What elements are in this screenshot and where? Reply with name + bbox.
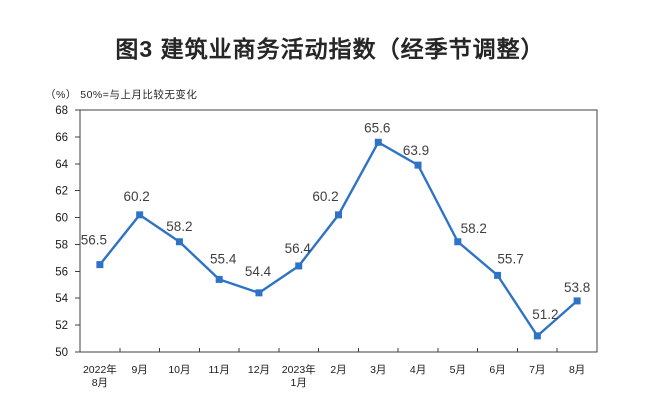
data-point-label: 65.6 — [364, 120, 390, 135]
y-axis-label: 56 — [55, 266, 68, 278]
data-point-label: 51.2 — [532, 307, 558, 322]
data-point-marker — [374, 138, 382, 146]
y-axis-label: 62 — [55, 186, 68, 198]
x-axis-label: 7月 — [529, 364, 545, 376]
data-point-marker — [215, 275, 223, 283]
data-point-label: 55.4 — [210, 251, 237, 266]
x-axis-label: 9月 — [131, 364, 147, 376]
data-point-marker — [533, 332, 541, 340]
data-point-label: 53.8 — [564, 280, 590, 295]
y-axis-label: 64 — [55, 159, 68, 171]
data-point-label: 60.2 — [312, 189, 338, 204]
axis-unit-note: （%） 50%=与上月比较无变化 — [45, 89, 198, 101]
data-point-label: 60.2 — [124, 189, 150, 204]
x-axis-label: 11月 — [208, 364, 229, 376]
data-point-label: 56.4 — [285, 241, 312, 256]
x-axis-label: 10月 — [168, 364, 190, 376]
data-point-marker — [573, 297, 581, 305]
data-point-marker — [295, 262, 303, 270]
data-line — [98, 141, 579, 338]
x-axis-label: 2月 — [330, 364, 346, 376]
y-axis-label: 50 — [55, 347, 68, 359]
plot-frame — [79, 109, 598, 353]
y-axis-label: 54 — [55, 293, 68, 305]
x-axis-label: 2022年 — [83, 363, 117, 376]
data-point-marker — [175, 238, 183, 246]
x-axis-label: 6月 — [489, 364, 505, 376]
x-axis-label: 4月 — [410, 364, 426, 376]
data-point-label: 58.2 — [461, 221, 487, 236]
data-point-label: 63.9 — [403, 143, 429, 158]
data-point-marker — [454, 238, 462, 246]
x-axis-label: 3月 — [370, 364, 386, 376]
x-axis-label: 2023年 — [282, 363, 316, 376]
data-point-marker — [96, 261, 104, 269]
y-axis-label: 58 — [55, 239, 68, 251]
x-axis-label: 12月 — [248, 364, 270, 376]
data-point-marker — [414, 161, 422, 169]
y-axis-label: 60 — [55, 213, 68, 225]
data-point-marker — [335, 211, 342, 219]
y-axis-label: 52 — [55, 320, 68, 332]
x-axis-label: 5月 — [450, 364, 466, 376]
y-axis-label: 66 — [55, 132, 68, 144]
data-point-label: 55.7 — [497, 251, 523, 266]
data-point-marker — [255, 289, 263, 297]
y-axis-label: 68 — [55, 105, 68, 117]
data-point-label: 54.4 — [245, 264, 272, 279]
data-point-marker — [494, 271, 502, 279]
x-axis-label: 8月 — [92, 377, 108, 389]
data-point-label: 56.5 — [81, 233, 107, 248]
x-axis-label: 1月 — [291, 377, 307, 389]
chart-title: 图3 建筑业商务活动指数（经季节调整） — [115, 36, 545, 62]
data-point-marker — [136, 211, 144, 219]
data-point-label: 58.2 — [166, 219, 192, 234]
x-axis-label: 8月 — [569, 364, 585, 376]
